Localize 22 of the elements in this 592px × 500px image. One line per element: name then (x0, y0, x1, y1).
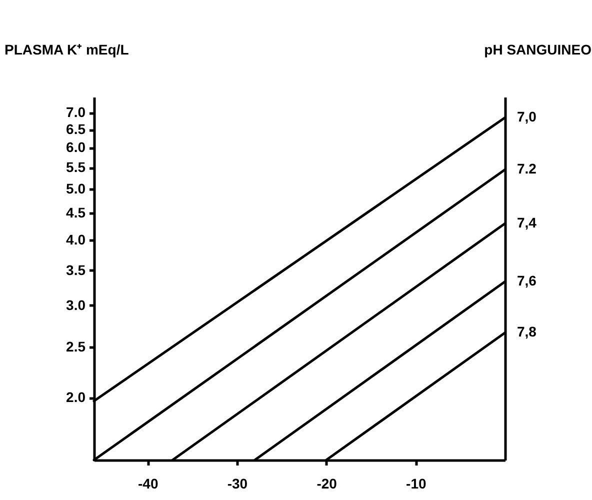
y-tick-label: 6.0 (66, 139, 86, 156)
x-tick-label: -30 (227, 476, 248, 492)
y-tick-label: 5.5 (66, 159, 86, 176)
y-tick-label: 6.5 (66, 121, 86, 138)
series-label: 7,0 (517, 108, 537, 125)
y-axis-title: PLASMA K⁺ mEq/L (4, 42, 130, 58)
x-tick-label: -10 (406, 476, 426, 492)
series-label: 7.2 (517, 160, 537, 177)
series-label: 7,8 (517, 324, 537, 340)
x-tick-label: -20 (316, 476, 338, 492)
y-tick-label: 3.0 (66, 296, 86, 313)
y-tick-label: 5.0 (66, 180, 86, 197)
y-tick-label: 4.5 (66, 204, 86, 221)
y-tick-label: 3.5 (66, 262, 86, 278)
y-tick-label: 7.0 (66, 104, 86, 120)
x-tick-label: -40 (138, 476, 158, 492)
y-tick-label: 2.0 (66, 389, 86, 406)
y-tick-label: 4.0 (66, 231, 86, 248)
y2-axis-title: pH SANGUINEO (484, 42, 592, 58)
series-label: 7,6 (517, 272, 537, 289)
series-label: 7,4 (517, 214, 537, 231)
y-tick-label: 2.5 (66, 338, 86, 354)
